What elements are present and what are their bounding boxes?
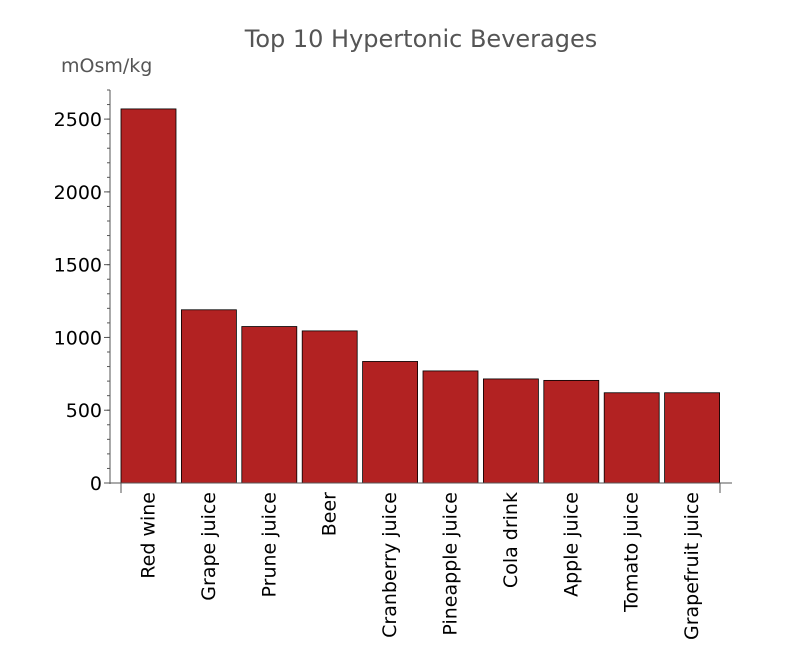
x-tick-label-2: Prune juice bbox=[258, 492, 280, 597]
bar-1 bbox=[180, 309, 237, 484]
x-tick-label-0: Red wine bbox=[138, 492, 160, 579]
x-tick-label-7: Apple juice bbox=[560, 492, 582, 597]
x-tick-label-5: Pineapple juice bbox=[440, 492, 462, 636]
x-tick-label-9: Grapefruit juice bbox=[681, 492, 703, 640]
y-tick-label-1: 500 bbox=[66, 400, 102, 422]
x-tick-label-1: Grape juice bbox=[198, 492, 220, 601]
bar-0 bbox=[120, 108, 177, 484]
bar-9 bbox=[664, 392, 720, 484]
chart-title: Top 10 Hypertonic Beverages bbox=[244, 25, 598, 53]
y-axis: 0 500 1000 1500 2000 2500 bbox=[54, 89, 111, 495]
bar-4 bbox=[362, 361, 419, 484]
y-tick-label-0: 0 bbox=[90, 473, 102, 495]
bar-6 bbox=[482, 378, 539, 484]
bar-8 bbox=[603, 392, 660, 484]
bar-3 bbox=[301, 330, 358, 484]
x-tick-label-3: Beer bbox=[319, 492, 341, 536]
y-tick-label-3: 1500 bbox=[54, 255, 102, 277]
y-tick-label-4: 2000 bbox=[54, 182, 102, 204]
x-tick-label-4: Cranberry juice bbox=[379, 492, 401, 638]
y-tick-label-2: 1000 bbox=[54, 327, 102, 349]
bar-2 bbox=[241, 326, 298, 484]
bar-7 bbox=[543, 379, 600, 484]
x-tick-label-6: Cola drink bbox=[500, 492, 522, 588]
bar-5 bbox=[422, 370, 479, 484]
bars-group bbox=[120, 108, 720, 484]
x-axis: Red wine Grape juice Prune juice Beer Cranbe… bbox=[110, 482, 732, 640]
y-axis-label: mOsm/kg bbox=[61, 55, 152, 77]
x-tick-label-8: Tomato juice bbox=[621, 492, 643, 613]
y-tick-label-5: 2500 bbox=[54, 109, 102, 131]
